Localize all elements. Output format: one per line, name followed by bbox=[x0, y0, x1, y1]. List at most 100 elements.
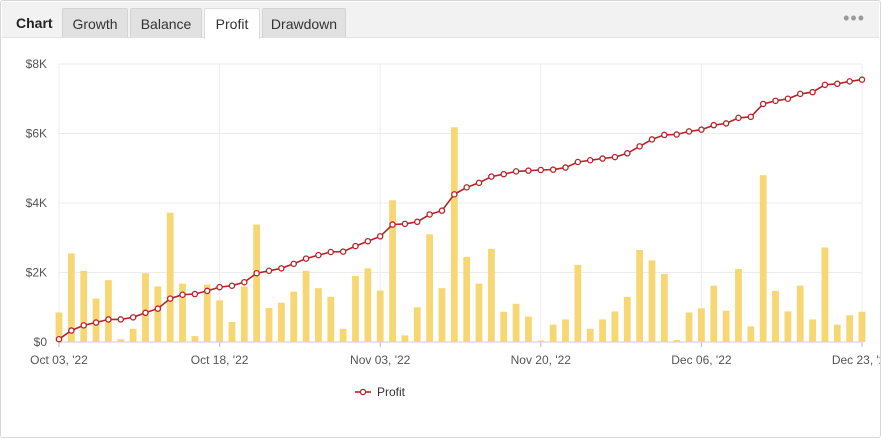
profit-point bbox=[451, 191, 458, 198]
profit-bar bbox=[80, 270, 88, 342]
profit-point bbox=[846, 78, 853, 85]
tab-balance[interactable]: Balance bbox=[130, 8, 202, 38]
x-tick-label: Nov 03, '22 bbox=[350, 353, 411, 367]
profit-point bbox=[376, 233, 384, 240]
profit-point bbox=[549, 166, 557, 173]
profit-point bbox=[80, 322, 87, 329]
profit-bar bbox=[710, 285, 718, 342]
profit-point bbox=[834, 80, 841, 88]
profit-point bbox=[253, 269, 260, 277]
profit-point bbox=[858, 76, 866, 83]
x-tick-label: Dec 23, '22 bbox=[832, 353, 880, 367]
profit-point bbox=[648, 136, 656, 143]
profit-point bbox=[586, 157, 594, 164]
profit-point bbox=[142, 309, 149, 317]
profit-bar bbox=[413, 307, 421, 342]
profit-point bbox=[796, 90, 804, 98]
profit-point bbox=[265, 267, 273, 275]
profit-bar bbox=[846, 315, 854, 342]
profit-bar bbox=[55, 312, 63, 342]
profit-point bbox=[500, 170, 507, 178]
profit-bar bbox=[562, 319, 569, 342]
profit-point bbox=[68, 327, 75, 334]
profit-bar bbox=[339, 328, 347, 342]
profit-point bbox=[512, 168, 520, 175]
profit-point bbox=[105, 316, 112, 323]
y-tick-label: $8K bbox=[26, 57, 47, 71]
profit-bar bbox=[858, 311, 866, 342]
profit-point bbox=[673, 131, 680, 138]
profit-point bbox=[537, 166, 545, 174]
tab-bar: Chart Growth Balance Profit Drawdown ••• bbox=[2, 2, 879, 39]
profit-bar bbox=[290, 291, 298, 342]
profit-bar bbox=[796, 285, 804, 342]
profit-bar bbox=[105, 280, 112, 342]
profit-bar bbox=[327, 296, 335, 342]
profit-point bbox=[278, 265, 285, 272]
profit-bar bbox=[191, 336, 199, 342]
profit-point bbox=[389, 221, 396, 228]
profit-bar bbox=[685, 312, 693, 342]
more-dots-icon[interactable]: ••• bbox=[843, 8, 865, 28]
y-tick-label: $4K bbox=[26, 196, 47, 210]
profit-point bbox=[772, 97, 779, 105]
profit-bar bbox=[611, 311, 619, 342]
profit-bar bbox=[277, 302, 285, 342]
profit-bar bbox=[142, 273, 149, 342]
profit-point bbox=[241, 278, 248, 286]
profit-point bbox=[475, 179, 483, 187]
profit-bar bbox=[636, 249, 644, 342]
profit-point bbox=[315, 251, 322, 259]
profit-point bbox=[302, 255, 310, 262]
profit-bar bbox=[315, 288, 322, 342]
profit-bar bbox=[166, 212, 174, 342]
profit-bar bbox=[673, 339, 681, 342]
profit-point bbox=[759, 100, 767, 108]
profit-bar bbox=[475, 283, 483, 342]
profit-bar bbox=[228, 321, 236, 342]
x-tick-label: Dec 06, '22 bbox=[671, 353, 732, 367]
profit-point bbox=[821, 81, 829, 89]
tab-growth[interactable]: Growth bbox=[62, 8, 128, 38]
profit-bar bbox=[512, 303, 520, 342]
profit-bar bbox=[438, 288, 446, 342]
x-tick-label: Nov 20, '22 bbox=[511, 353, 572, 367]
profit-point bbox=[463, 184, 470, 191]
profit-point bbox=[154, 305, 162, 312]
profit-point bbox=[166, 295, 174, 302]
profit-bar bbox=[525, 316, 532, 342]
profit-point bbox=[414, 218, 421, 226]
x-tick-label: Oct 03, '22 bbox=[30, 353, 88, 367]
profit-bar bbox=[129, 328, 137, 342]
profit-bar bbox=[722, 310, 730, 342]
y-tick-label: $0 bbox=[34, 335, 48, 349]
profit-bar bbox=[352, 275, 359, 342]
profit-point bbox=[574, 158, 582, 166]
y-tick-label: $6K bbox=[26, 127, 47, 141]
profit-bar bbox=[500, 311, 508, 342]
profit-point bbox=[129, 314, 137, 321]
profit-bar bbox=[735, 269, 742, 342]
profit-chart: $0 $2K $4K $6K $8K Oct 03, '22 Oct 18, '22 Nov … bbox=[26, 57, 880, 399]
profit-bar bbox=[463, 256, 471, 342]
profit-point bbox=[562, 164, 569, 171]
profit-point bbox=[488, 173, 495, 180]
profit-bar bbox=[574, 264, 582, 342]
profit-bar bbox=[623, 296, 631, 342]
legend-label: Profit bbox=[377, 385, 406, 399]
profit-bar bbox=[265, 307, 273, 342]
profit-bar bbox=[426, 234, 434, 342]
tab-profit[interactable]: Profit bbox=[204, 8, 260, 39]
profit-point bbox=[611, 153, 619, 161]
tab-drawdown[interactable]: Drawdown bbox=[262, 8, 346, 38]
profit-point bbox=[599, 155, 606, 162]
profit-point bbox=[203, 287, 211, 295]
profit-point bbox=[327, 248, 335, 256]
profit-point bbox=[698, 126, 705, 133]
profit-bar bbox=[364, 268, 372, 342]
profit-bar bbox=[660, 273, 668, 342]
profit-bar bbox=[154, 286, 162, 342]
legend-marker-icon bbox=[359, 388, 367, 396]
profit-bar bbox=[698, 308, 705, 342]
